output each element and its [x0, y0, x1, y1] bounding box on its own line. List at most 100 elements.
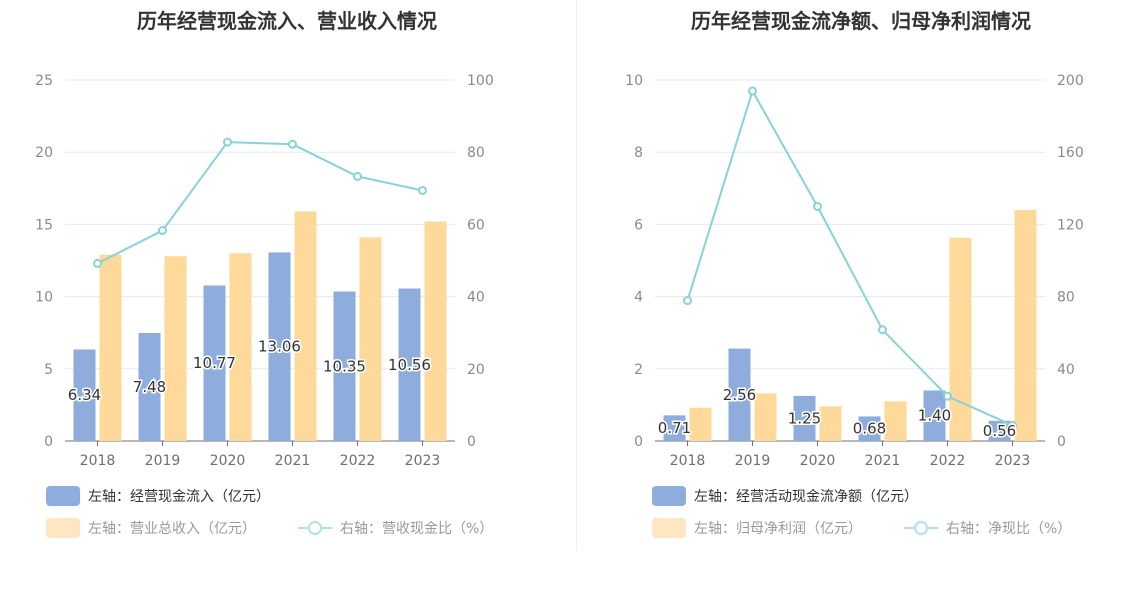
y-right-tick-label: 0 — [1057, 434, 1066, 450]
legend-label: 右轴：净现比（%） — [946, 521, 1072, 537]
bar-series-2 — [164, 256, 187, 441]
y-left-tick-label: 4 — [634, 290, 643, 306]
bar-series-1 — [858, 416, 881, 441]
y-right-tick-label: 0 — [467, 434, 476, 450]
bar-series-2 — [424, 221, 447, 441]
legend-swatch-bar-orange — [46, 518, 80, 538]
bar-data-label: 0.68 — [853, 420, 886, 438]
y-left-tick-label: 8 — [634, 145, 643, 161]
legend-label: 左轴：营业总收入（亿元） — [88, 521, 256, 537]
bar-series-1 — [923, 390, 946, 441]
line-point — [223, 137, 232, 147]
bar-data-label: 10.77 — [193, 354, 236, 372]
legend-item-series-3[interactable]: 右轴：净现比（%） — [904, 518, 1071, 538]
y-left-tick-label: 6 — [634, 217, 643, 233]
legend-item-series-3[interactable]: 右轴：营收现金比（%） — [298, 518, 493, 538]
y-left-tick-label: 25 — [35, 73, 53, 89]
bar-series-2 — [819, 406, 842, 441]
right-chart-panel: 历年经营现金流净额、归母净利润情况 0 0 2 40 4 80 6 120 8 160 10 200 2… — [574, 0, 1148, 589]
bar-data-label: 2.56 — [723, 386, 756, 404]
legend-swatch-bar-blue — [46, 486, 80, 506]
left-chart-panel: 历年经营现金流入、营业收入情况 0 0 5 20 10 40 15 60 20 80 25 100 20… — [35, 9, 494, 538]
legend-swatch-bar-blue — [652, 486, 686, 506]
y-right-tick-label: 40 — [467, 290, 485, 306]
bar-series-2 — [949, 237, 972, 441]
bar-series-2 — [884, 401, 907, 441]
bar-series-1 — [333, 291, 356, 441]
x-tick-label: 2020 — [210, 453, 246, 469]
line-point — [813, 202, 822, 212]
bar-series-1 — [793, 395, 816, 441]
y-right-tick-label: 80 — [467, 145, 485, 161]
x-tick-label: 2019 — [145, 453, 181, 469]
chart-plot-area: 0 0 2 40 4 80 6 120 8 160 10 200 2018 2019 2020 2021 202… — [625, 73, 1084, 469]
bar-series-1 — [663, 415, 686, 441]
line-point — [878, 325, 887, 335]
legend-swatch-line — [904, 518, 938, 538]
x-tick-label: 2023 — [995, 453, 1031, 469]
bar-data-label: 0.56 — [983, 422, 1016, 440]
bar-series-1 — [268, 252, 291, 441]
bar-data-label: 10.35 — [323, 357, 366, 375]
bar-data-label: 1.25 — [788, 409, 821, 427]
y-left-tick-label: 5 — [44, 362, 53, 378]
legend-label: 右轴：营收现金比（%） — [340, 521, 494, 537]
x-tick-label: 2020 — [800, 453, 836, 469]
bar-series-2 — [689, 407, 712, 441]
y-left-tick-label: 0 — [44, 434, 53, 450]
line-point — [1008, 420, 1017, 430]
panel-divider — [576, 0, 577, 550]
x-tick-label: 2018 — [670, 453, 706, 469]
y-left-tick-label: 0 — [634, 434, 643, 450]
legend-swatch-line — [298, 518, 332, 538]
bar-series-2 — [359, 237, 382, 441]
bar-series-2 — [754, 393, 777, 441]
legend-item-series-2[interactable]: 左轴：营业总收入（亿元） — [46, 518, 256, 538]
x-tick-label: 2021 — [865, 453, 901, 469]
bar-series-1 — [203, 285, 226, 441]
bar-series-1 — [988, 420, 1011, 441]
bar-series-2 — [294, 211, 317, 441]
y-right-tick-label: 200 — [1057, 73, 1084, 89]
legend-label: 左轴：经营现金流入（亿元） — [88, 489, 270, 505]
bar-series-1 — [73, 349, 96, 441]
legend-label: 左轴：经营活动现金流净额（亿元） — [694, 489, 918, 505]
line-point — [93, 258, 102, 268]
chart-plot-area: 0 0 5 20 10 40 15 60 20 80 25 100 2018 2019 2020 2021 20… — [35, 73, 494, 469]
line-point — [943, 391, 952, 401]
bar-data-label: 10.56 — [388, 356, 431, 374]
y-left-tick-label: 10 — [625, 73, 643, 89]
bar-series-1 — [138, 332, 161, 441]
y-left-tick-label: 20 — [35, 145, 53, 161]
line-point — [748, 86, 757, 96]
y-right-tick-label: 100 — [467, 73, 494, 89]
legend-item-series-1[interactable]: 左轴：经营现金流入（亿元） — [46, 486, 270, 506]
bar-data-label: 0.71 — [658, 419, 691, 437]
bar-series-1 — [398, 288, 421, 441]
x-tick-label: 2018 — [80, 453, 116, 469]
line-point — [288, 139, 297, 149]
legend-item-series-1[interactable]: 左轴：经营活动现金流净额（亿元） — [652, 486, 918, 506]
line-series-3 — [686, 88, 1013, 427]
line-point — [353, 171, 362, 181]
y-left-tick-label: 2 — [634, 362, 643, 378]
line-point — [418, 185, 427, 195]
bar-series-2 — [229, 253, 252, 441]
y-left-tick-label: 15 — [35, 217, 53, 233]
x-tick-label: 2022 — [930, 453, 966, 469]
line-series-3 — [97, 141, 423, 265]
bar-series-2 — [1014, 209, 1037, 441]
y-right-tick-label: 40 — [1057, 362, 1075, 378]
line-point — [683, 296, 692, 306]
bar-data-label: 6.34 — [68, 386, 101, 404]
bar-data-label: 1.40 — [918, 407, 951, 425]
x-tick-label: 2023 — [405, 453, 441, 469]
y-right-tick-label: 60 — [467, 217, 485, 233]
x-tick-label: 2021 — [275, 453, 311, 469]
legend-label: 左轴：归母净利润（亿元） — [694, 521, 862, 537]
chart-title: 历年经营现金流入、营业收入情况 — [137, 9, 437, 33]
y-right-tick-label: 120 — [1057, 217, 1084, 233]
legend-swatch-bar-orange — [652, 518, 686, 538]
chart-title: 历年经营现金流净额、归母净利润情况 — [691, 9, 1031, 33]
legend-item-series-2[interactable]: 左轴：归母净利润（亿元） — [652, 518, 862, 538]
